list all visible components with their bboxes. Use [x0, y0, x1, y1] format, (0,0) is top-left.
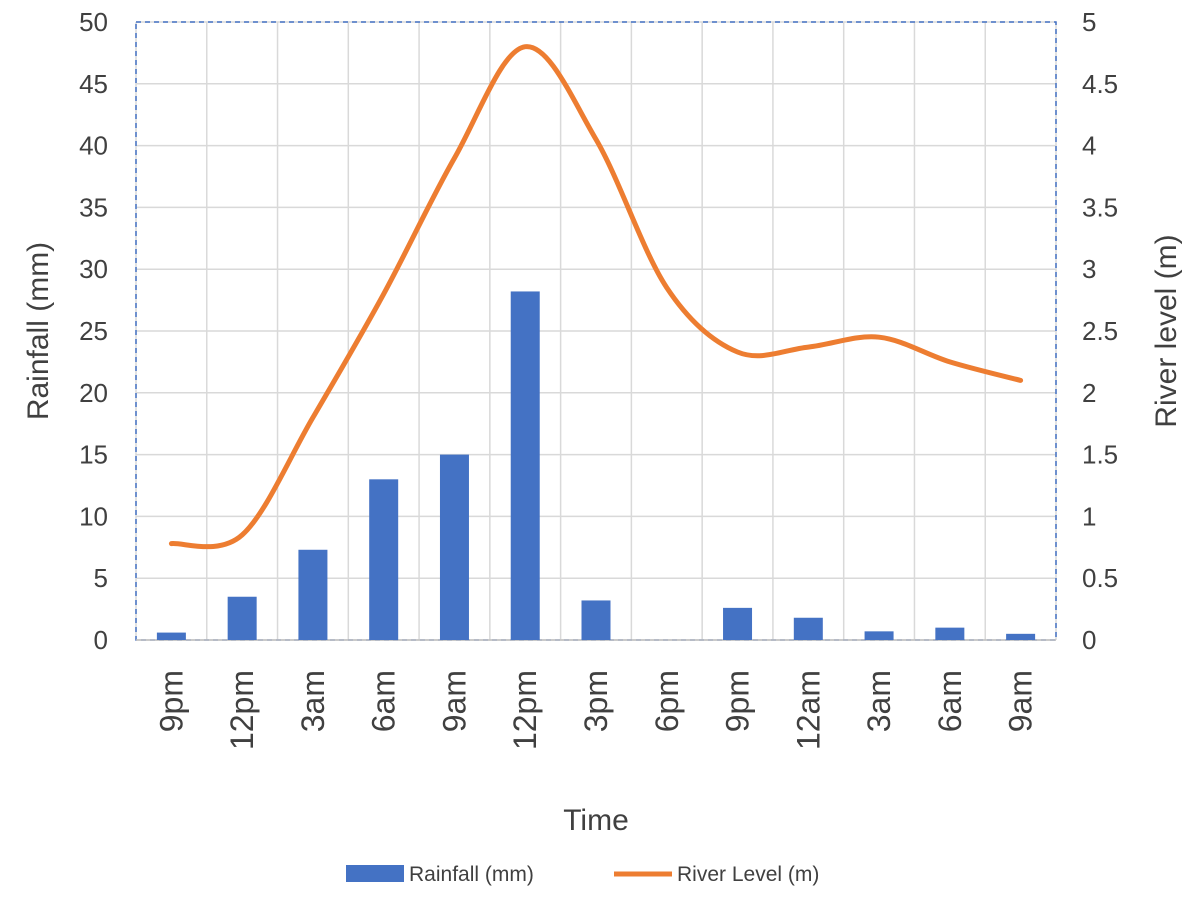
rainfall-bar: [864, 631, 894, 640]
y-tick-label: 45: [79, 69, 108, 99]
y2-tick-label: 2: [1082, 378, 1096, 408]
y2-tick-label: 5: [1082, 7, 1096, 37]
y-tick-label: 30: [79, 254, 108, 284]
x-tick-label: 3am: [861, 670, 897, 732]
rainfall-bar: [581, 600, 611, 640]
grid: [135, 21, 1057, 641]
y-tick-label: 35: [79, 192, 108, 222]
x-tick-label: 9pm: [720, 670, 756, 732]
rainfall-bar: [156, 632, 186, 640]
y-tick-label: 50: [79, 7, 108, 37]
legend-label-rainfall: Rainfall (mm): [409, 863, 534, 886]
rainfall-bars: [156, 291, 1036, 640]
rainfall-bar: [793, 617, 823, 640]
rainfall-bar: [723, 607, 753, 640]
x-axis-ticks: 9pm 12pm 3am 6am 9am 12pm 3pm 6pm 9pm 12am 3am 6am 9…: [153, 670, 1038, 750]
legend-label-river-level: River Level (m): [677, 863, 819, 886]
rainfall-bar: [935, 627, 965, 640]
rainfall-bar: [1006, 633, 1036, 640]
x-tick-label: 3am: [295, 670, 331, 732]
y2-tick-label: 3: [1082, 254, 1096, 284]
legend-swatch-rainfall: [346, 865, 404, 882]
y2-tick-label: 0.5: [1082, 563, 1118, 593]
x-tick-label: 6am: [366, 670, 402, 732]
y2-tick-label: 1: [1082, 501, 1096, 531]
y2-tick-label: 1.5: [1082, 440, 1118, 470]
y-axis-title: Rainfall (mm): [22, 242, 55, 420]
y2-tick-label: 4.5: [1082, 69, 1118, 99]
x-axis-title: Time: [563, 804, 629, 837]
y-tick-label: 25: [79, 316, 108, 346]
y-tick-label: 0: [94, 625, 108, 655]
x-tick-label: 6pm: [649, 670, 685, 732]
y2-axis-ticks: 0 0.5 1 1.5 2 2.5 3 3.5 4 4.5 5: [1082, 7, 1118, 655]
rainfall-bar: [227, 596, 257, 640]
x-tick-label: 9am: [1003, 670, 1039, 732]
y-axis-ticks: 0 5 10 15 20 25 30 35 40 45 50: [79, 7, 108, 655]
rainfall-bar: [369, 479, 399, 640]
x-tick-label: 12pm: [224, 670, 260, 750]
rainfall-bar: [298, 549, 328, 640]
y-tick-label: 40: [79, 131, 108, 161]
x-tick-label: 12pm: [507, 670, 543, 750]
river-level-line: [168, 44, 1024, 550]
y2-tick-label: 4: [1082, 131, 1096, 161]
y-tick-label: 20: [79, 378, 108, 408]
rainfall-bar: [439, 454, 469, 640]
y-tick-label: 5: [94, 563, 108, 593]
y2-tick-label: 3.5: [1082, 192, 1118, 222]
x-tick-label: 6am: [932, 670, 968, 732]
y2-tick-label: 2.5: [1082, 316, 1118, 346]
y-tick-label: 15: [79, 440, 108, 470]
rainfall-bar: [510, 291, 540, 640]
x-tick-label: 3pm: [578, 670, 614, 732]
x-tick-label: 9pm: [153, 670, 189, 732]
x-tick-label: 9am: [436, 670, 472, 732]
y2-axis-title: River level (m): [1150, 234, 1183, 427]
legend: Rainfall (mm) River Level (m): [346, 863, 819, 886]
y-tick-label: 10: [79, 501, 108, 531]
x-tick-label: 12am: [790, 670, 826, 750]
y2-tick-label: 0: [1082, 625, 1096, 655]
